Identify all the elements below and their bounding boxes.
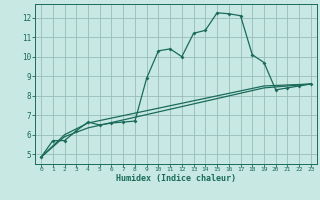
X-axis label: Humidex (Indice chaleur): Humidex (Indice chaleur) xyxy=(116,174,236,183)
